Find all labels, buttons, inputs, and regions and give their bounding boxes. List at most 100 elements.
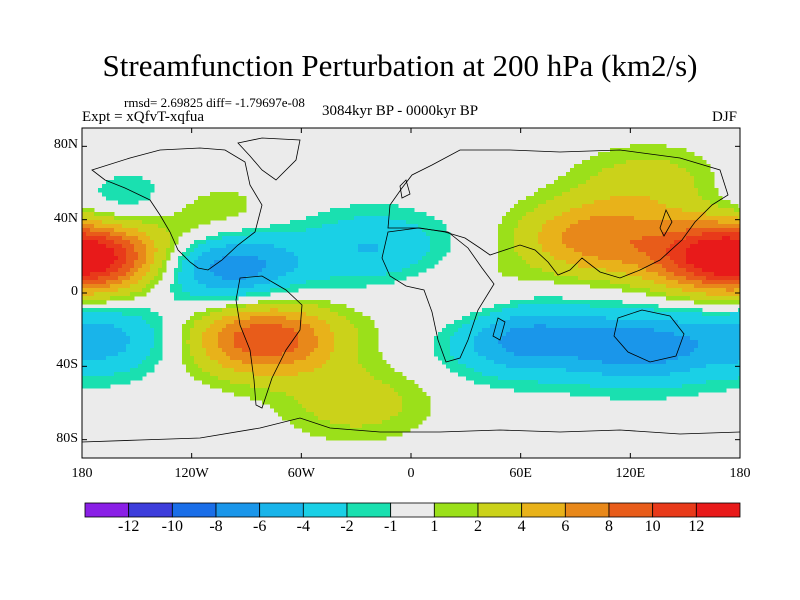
field-cell <box>566 384 571 389</box>
field-cell <box>474 344 479 349</box>
field-cell <box>402 220 407 225</box>
field-cell <box>94 264 99 269</box>
field-cell <box>578 344 583 349</box>
field-cell <box>306 400 311 405</box>
field-cell <box>258 236 263 241</box>
field-cell <box>146 344 151 349</box>
field-cell <box>118 348 123 353</box>
field-cell <box>90 272 95 277</box>
field-cell <box>186 260 191 265</box>
field-cell <box>106 344 111 349</box>
field-cell <box>298 372 303 377</box>
field-cell <box>190 220 195 225</box>
field-cell <box>334 208 339 213</box>
field-cell <box>294 272 299 277</box>
field-cell <box>326 376 331 381</box>
field-cell <box>454 340 459 345</box>
field-cell <box>118 352 123 357</box>
field-cell <box>318 400 323 405</box>
field-cell <box>330 360 335 365</box>
field-cell <box>210 376 215 381</box>
field-cell <box>214 296 219 301</box>
field-cell <box>526 244 531 249</box>
field-cell <box>554 308 559 313</box>
field-cell <box>358 408 363 413</box>
field-cell <box>338 404 343 409</box>
field-cell <box>558 356 563 361</box>
field-cell <box>338 220 343 225</box>
field-cell <box>150 312 155 317</box>
field-cell <box>122 356 127 361</box>
field-cell <box>290 336 295 341</box>
field-cell <box>90 376 95 381</box>
field-cell <box>398 392 403 397</box>
field-cell <box>494 320 499 325</box>
field-cell <box>274 352 279 357</box>
field-cell <box>130 268 135 273</box>
field-cell <box>270 276 275 281</box>
field-cell <box>338 320 343 325</box>
field-cell <box>94 340 99 345</box>
field-cell <box>466 372 471 377</box>
field-cell <box>214 256 219 261</box>
field-cell <box>210 292 215 297</box>
field-cell <box>378 204 383 209</box>
field-cell <box>366 224 371 229</box>
field-cell <box>114 192 119 197</box>
field-cell <box>390 372 395 377</box>
field-cell <box>94 324 99 329</box>
field-cell <box>142 292 147 297</box>
field-cell <box>566 176 571 181</box>
field-cell <box>134 308 139 313</box>
field-cell <box>98 372 103 377</box>
field-cell <box>354 400 359 405</box>
field-cell <box>502 360 507 365</box>
field-cell <box>246 316 251 321</box>
field-cell <box>338 396 343 401</box>
field-cell <box>258 304 263 309</box>
field-cell <box>494 380 499 385</box>
field-cell <box>122 312 127 317</box>
field-cell <box>310 304 315 309</box>
field-cell <box>322 396 327 401</box>
field-cell <box>542 220 547 225</box>
field-cell <box>198 280 203 285</box>
field-cell <box>218 316 223 321</box>
field-cell <box>134 348 139 353</box>
field-cell <box>346 284 351 289</box>
field-cell <box>226 356 231 361</box>
field-cell <box>362 400 367 405</box>
field-cell <box>146 196 151 201</box>
field-cell <box>530 340 535 345</box>
field-cell <box>458 364 463 369</box>
field-cell <box>330 308 335 313</box>
field-cell <box>254 324 259 329</box>
field-cell <box>274 240 279 245</box>
field-cell <box>566 304 571 309</box>
field-cell <box>514 252 519 257</box>
field-cell <box>562 260 567 265</box>
field-cell <box>534 244 539 249</box>
field-cell <box>418 420 423 425</box>
field-cell <box>314 400 319 405</box>
field-cell <box>130 216 135 221</box>
field-cell <box>246 288 251 293</box>
field-cell <box>262 236 267 241</box>
field-cell <box>138 332 143 337</box>
field-cell <box>582 316 587 321</box>
field-cell <box>550 372 555 377</box>
field-cell <box>190 320 195 325</box>
field-cell <box>98 292 103 297</box>
field-cell <box>86 208 91 213</box>
field-cell <box>174 232 179 237</box>
field-cell <box>190 268 195 273</box>
field-cell <box>194 256 199 261</box>
field-cell <box>222 192 227 197</box>
field-cell <box>370 396 375 401</box>
field-cell <box>82 332 87 337</box>
field-cell <box>546 360 551 365</box>
field-cell <box>478 328 483 333</box>
field-cell <box>150 320 155 325</box>
field-cell <box>230 208 235 213</box>
field-cell <box>330 392 335 397</box>
